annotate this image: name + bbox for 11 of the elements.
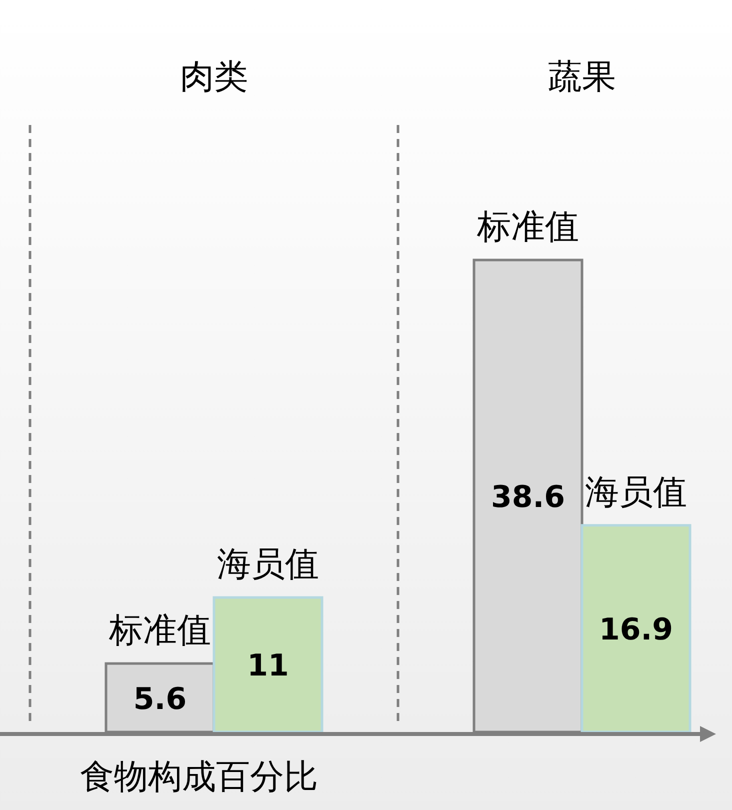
x-tick-label: 肉类 — [180, 57, 248, 97]
text: 海员值 — [585, 472, 687, 512]
data-label: 5.6 — [133, 682, 187, 717]
data-label: 16.9 — [598, 612, 674, 648]
x-tick-label: 蔬果 — [548, 57, 616, 97]
data-label: 38.6 — [490, 480, 566, 515]
series-label: 海员值 — [217, 544, 319, 584]
text: 标准值 — [477, 207, 579, 247]
series-label: 标准值 — [108, 610, 211, 651]
x-axis-title: 食物构成百分比 — [80, 757, 318, 797]
data-label: 11 — [247, 648, 289, 684]
